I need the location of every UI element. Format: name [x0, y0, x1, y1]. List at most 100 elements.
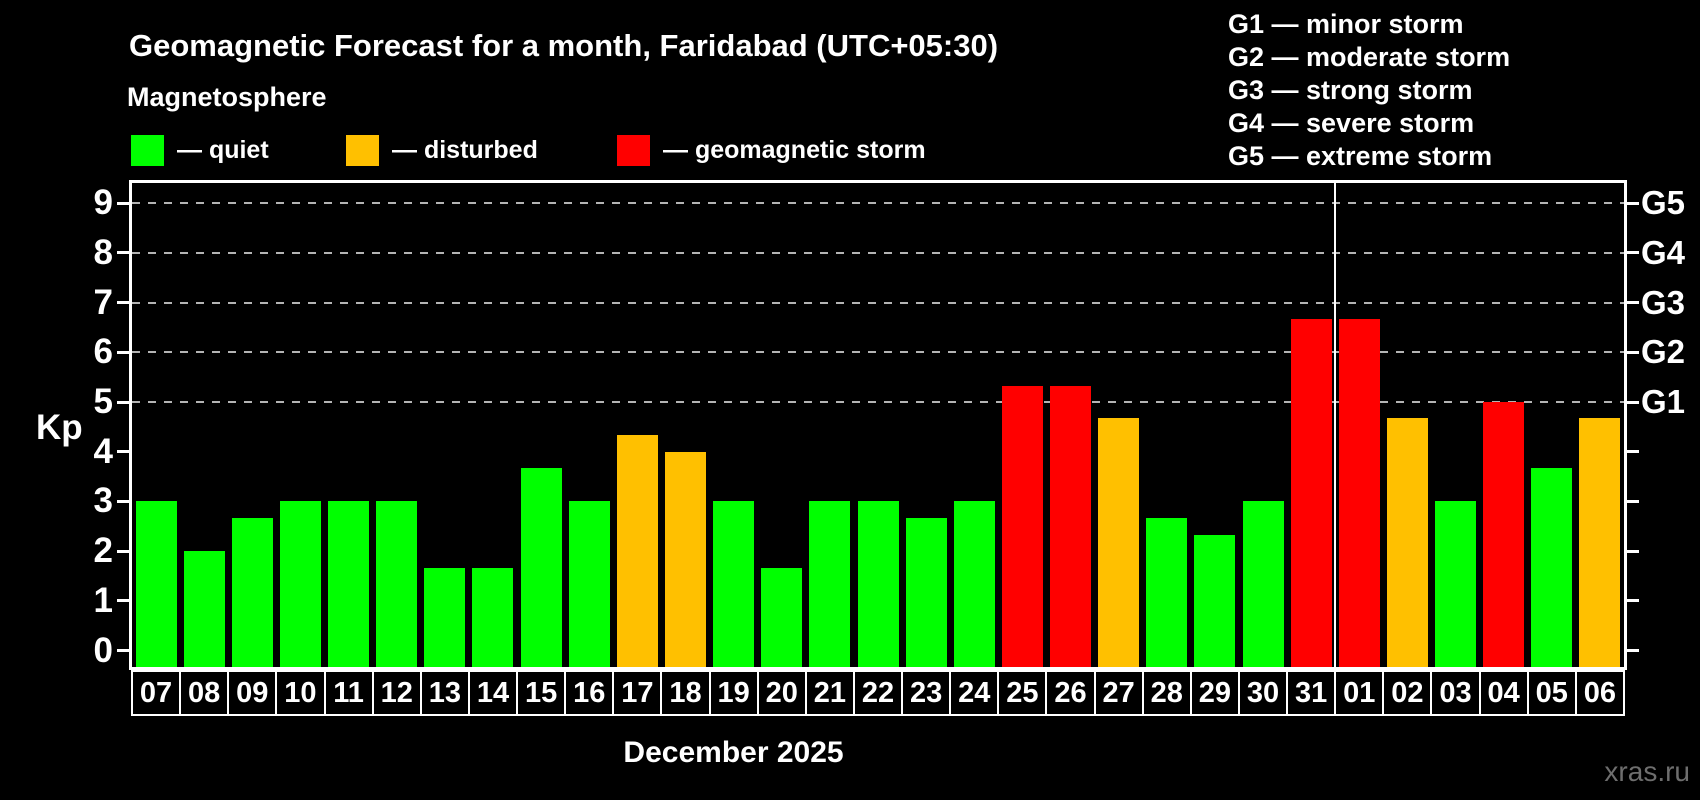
- bar-day-31: [1290, 319, 1332, 667]
- bar-day-04: [1483, 402, 1525, 667]
- y-tick-left-6: [117, 350, 129, 354]
- day-label-30: 30: [1237, 670, 1289, 716]
- bar-day-19: [713, 501, 755, 667]
- bar-day-16: [568, 501, 610, 667]
- day-label-23: 23: [901, 670, 952, 716]
- y-tick-right-0: [1627, 649, 1639, 652]
- day-label-19: 19: [708, 670, 759, 716]
- gridline-kp8: [132, 251, 1624, 254]
- g2-legend-line: G2 — moderate storm: [1228, 42, 1511, 72]
- y-tick-right-8: [1627, 251, 1639, 255]
- bar-day-06: [1579, 418, 1621, 667]
- bar-day-07: [135, 501, 177, 667]
- gridline-kp5: [132, 401, 1624, 403]
- chart-subtitle: Magnetosphere: [127, 82, 327, 112]
- y-tick-left-1: [117, 599, 129, 603]
- day-label-17: 17: [612, 670, 663, 716]
- bar-day-17: [616, 435, 658, 667]
- x-axis-title: December 2025: [623, 736, 844, 769]
- y-tick-label-4: 4: [93, 431, 113, 471]
- y-tick-left-2: [117, 549, 129, 553]
- right-axis-label-g5: G5: [1641, 184, 1686, 222]
- bar-day-28: [1146, 517, 1188, 667]
- bar-day-20: [761, 567, 803, 667]
- day-label-16: 16: [564, 670, 615, 716]
- bar-day-13: [424, 567, 466, 667]
- bar-day-08: [183, 551, 225, 667]
- right-axis-label-g4: G4: [1641, 233, 1686, 271]
- bar-day-22: [857, 501, 899, 667]
- y-tick-right-6: [1627, 350, 1639, 354]
- day-label-03: 03: [1430, 670, 1481, 716]
- day-label-22: 22: [852, 670, 904, 716]
- day-label-26: 26: [1045, 670, 1096, 716]
- day-label-31: 31: [1286, 670, 1337, 716]
- day-label-05: 05: [1526, 670, 1577, 716]
- y-tick-right-4: [1627, 450, 1639, 454]
- day-label-04: 04: [1478, 670, 1529, 716]
- storm-swatch-icon: [617, 134, 650, 166]
- day-label-11: 11: [323, 670, 374, 716]
- y-tick-left-5: [117, 400, 129, 404]
- day-label-21: 21: [804, 670, 855, 716]
- y-tick-right-5: [1627, 400, 1639, 404]
- y-tick-label-1: 1: [93, 580, 113, 620]
- storm-scale-legend: G1 — minor storm G2 — moderate storm G3 …: [1228, 8, 1510, 173]
- bar-day-30: [1242, 501, 1284, 667]
- bar-day-11: [328, 501, 370, 667]
- legend-item-quiet: — quiet: [131, 134, 269, 166]
- y-tick-right-2: [1627, 549, 1639, 553]
- gridline-kp9: [132, 202, 1624, 205]
- bar-day-05: [1531, 468, 1573, 667]
- day-label-01: 01: [1334, 670, 1385, 716]
- y-tick-left-7: [117, 301, 129, 305]
- y-tick-label-2: 2: [93, 531, 113, 571]
- y-tick-label-7: 7: [93, 282, 113, 322]
- y-tick-left-3: [117, 499, 129, 503]
- y-tick-label-3: 3: [93, 481, 113, 521]
- legend-item-storm: — geomagnetic storm: [617, 134, 926, 166]
- y-tick-label-8: 8: [93, 232, 113, 272]
- day-label-25: 25: [997, 670, 1048, 716]
- g1-legend-line: G1 — minor storm: [1228, 9, 1464, 39]
- bar-day-03: [1435, 501, 1477, 667]
- g5-legend-line: G5 — extreme storm: [1228, 141, 1493, 171]
- day-label-18: 18: [660, 670, 711, 716]
- bar-day-21: [809, 501, 851, 667]
- bar-day-26: [1050, 385, 1092, 667]
- y-tick-right-9: [1627, 201, 1639, 205]
- day-label-12: 12: [371, 670, 422, 716]
- watermark: xras.ru: [1604, 756, 1690, 787]
- day-label-28: 28: [1141, 670, 1192, 716]
- right-axis-label-g1: G1: [1641, 383, 1686, 420]
- y-tick-left-9: [117, 201, 129, 205]
- chart-title: Geomagnetic Forecast for a month, Farida…: [129, 28, 999, 63]
- day-label-14: 14: [467, 670, 519, 716]
- bar-day-18: [664, 451, 706, 667]
- y-tick-left-8: [117, 251, 129, 255]
- bar-day-09: [231, 517, 273, 667]
- y-tick-label-6: 6: [93, 332, 113, 372]
- bar-day-02: [1386, 418, 1428, 667]
- day-label-02: 02: [1382, 670, 1433, 716]
- legend-item-disturbed: — disturbed: [346, 134, 538, 166]
- day-label-13: 13: [419, 670, 470, 716]
- legend-label-quiet: — quiet: [177, 135, 269, 164]
- bar-day-25: [1001, 385, 1043, 667]
- y-tick-right-7: [1627, 301, 1639, 305]
- bar-day-15: [520, 468, 562, 667]
- day-label-29: 29: [1189, 670, 1240, 716]
- gridline-kp7: [132, 301, 1624, 304]
- y-tick-right-3: [1627, 499, 1639, 503]
- y-tick-label-9: 9: [93, 183, 113, 223]
- day-label-07: 07: [131, 670, 182, 716]
- bar-day-29: [1194, 534, 1236, 667]
- bar-day-12: [376, 501, 418, 667]
- day-label-10: 10: [275, 670, 326, 716]
- y-tick-label-5: 5: [93, 382, 113, 421]
- y-tick-left-0: [117, 649, 129, 652]
- day-label-24: 24: [949, 670, 1000, 716]
- y-tick-label-0: 0: [93, 630, 113, 670]
- bar-day-24: [953, 501, 995, 667]
